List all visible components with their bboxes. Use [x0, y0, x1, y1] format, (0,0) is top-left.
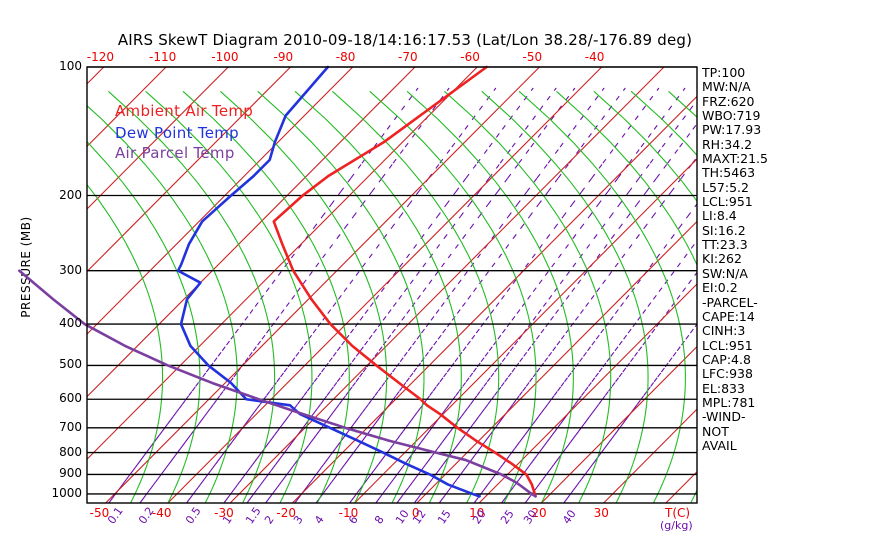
- temp-top-tick--50: -50: [522, 50, 543, 64]
- pressure-tick-200: 200: [59, 187, 82, 202]
- mixing-ratio-lines: [108, 87, 698, 504]
- temp-top-tick--80: -80: [335, 50, 356, 64]
- index-wind: -WIND-: [702, 409, 746, 425]
- legend-air-parcel-temp: Air Parcel Temp: [115, 144, 235, 162]
- temp-bottom-tick--50: -50: [89, 506, 110, 520]
- index-rh-34-2: RH:34.2: [702, 136, 753, 152]
- pressure-tick-400: 400: [59, 316, 82, 331]
- page-title: AIRS SkewT Diagram 2010-09-18/14:16:17.5…: [117, 31, 693, 49]
- plot-frame: [86, 66, 698, 504]
- index-parcel: -PARCEL-: [702, 294, 758, 310]
- pressure-tick-1000: 1000: [51, 485, 82, 500]
- legend-ambient-air-temp: Ambient Air Temp: [115, 102, 254, 120]
- index-maxt-21-5: MAXT:21.5: [702, 151, 768, 167]
- temp-bottom-tick-10: 10: [469, 506, 485, 520]
- index-cape-14: CAPE:14: [702, 308, 755, 324]
- index-th-5463: TH:5463: [702, 165, 756, 181]
- temp-bottom-tick--10: -10: [338, 506, 359, 520]
- temp-top-tick--110: -110: [149, 50, 177, 64]
- index-si-16-2: SI:16.2: [702, 222, 746, 238]
- index-wbo-719: WBO:719: [702, 108, 761, 124]
- temp-bottom-tick-0: 0: [411, 506, 420, 520]
- pressure-tick-700: 700: [59, 419, 82, 434]
- index-el-833: EL:833: [702, 380, 745, 396]
- index-li-8-4: LI:8.4: [702, 208, 737, 224]
- pressure-tick-100: 100: [59, 59, 82, 73]
- temp-bottom-tick--40: -40: [151, 506, 172, 520]
- x-axis-label-mixing: (g/kg): [660, 519, 693, 532]
- pressure-tick-800: 800: [59, 444, 82, 459]
- index-l57-5-2: L57:5.2: [702, 179, 749, 195]
- pressure-tick-500: 500: [59, 357, 82, 372]
- index-cinh-3: CINH:3: [702, 323, 746, 339]
- temp-top-tick--90: -90: [273, 50, 294, 64]
- index-ki-262: KI:262: [702, 251, 742, 267]
- temp-top-tick--70: -70: [398, 50, 418, 64]
- index-lcl-951: LCL:951: [702, 194, 753, 210]
- index-cap-4-8: CAP:4.8: [702, 351, 751, 367]
- pressure-tick-600: 600: [59, 391, 82, 406]
- pressure-tick-300: 300: [59, 262, 82, 277]
- index-not: NOT: [702, 423, 729, 439]
- index-lfc-938: LFC:938: [702, 366, 753, 382]
- index-tt-23-3: TT:23.3: [702, 237, 748, 253]
- moist-adiabat-lines: [86, 90, 698, 504]
- temp-top-tick--60: -60: [460, 50, 480, 64]
- index-frz-620: FRZ:620: [702, 93, 755, 109]
- pressure-tick-900: 900: [59, 466, 82, 481]
- temp-bottom-tick-20: 20: [531, 506, 547, 520]
- index-ei-0-2: EI:0.2: [702, 280, 738, 296]
- dry-adiabat-lines: [86, 66, 698, 504]
- index-mpl-781: MPL:781: [702, 394, 756, 410]
- x-axis-label-temp: T(C): [665, 506, 691, 520]
- temp-top-tick--40: -40: [584, 50, 605, 64]
- indices-panel: TP:100 MW:N/A FRZ:620 WBO:719 PW:17.93 RH:34.…: [702, 65, 812, 453]
- temp-bottom-tick-30: 30: [593, 506, 609, 520]
- temp-top-tick--120: -120: [86, 50, 114, 64]
- index-lcl-951: LCL:951: [702, 337, 753, 353]
- index-avail: AVAIL: [702, 437, 737, 453]
- index-sw-n-a: SW:N/A: [702, 265, 748, 281]
- sounding-curves: [18, 65, 537, 498]
- index-tp-100: TP:100: [702, 65, 746, 80]
- temp-bottom-tick--20: -20: [276, 506, 297, 520]
- legend-dew-point-temp: Dew Point Temp: [115, 124, 240, 142]
- index-pw-17-93: PW:17.93: [702, 122, 762, 138]
- index-mw-n-a: MW:N/A: [702, 79, 751, 95]
- temp-top-tick--100: -100: [211, 50, 239, 64]
- temp-bottom-tick--30: -30: [214, 506, 234, 520]
